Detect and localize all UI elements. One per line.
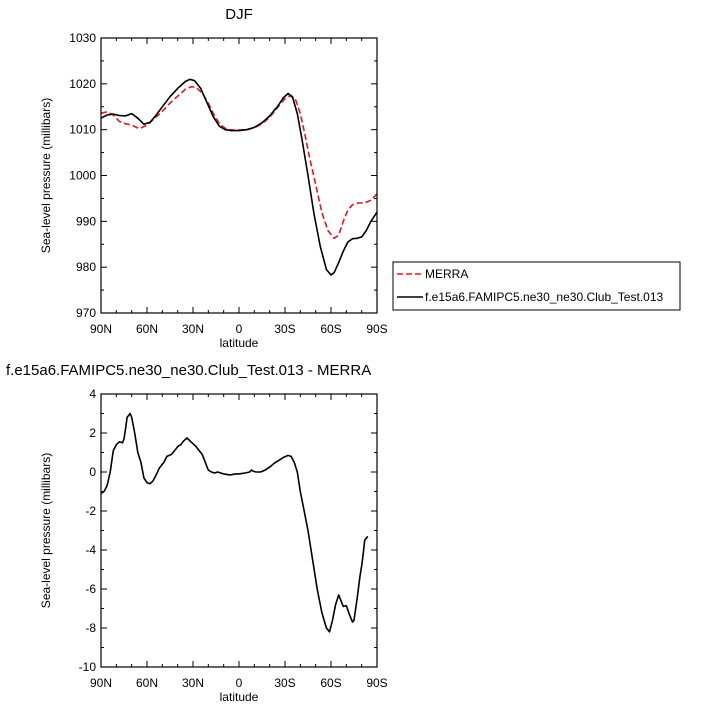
y-tick-label: 0	[89, 465, 96, 479]
y-tick-label: -2	[85, 504, 96, 518]
series-line-2	[101, 78, 377, 276]
chart-2: f.e15a6.FAMIPC5.ne30_ne30.Club_Test.013 …	[6, 362, 388, 704]
series-line-1	[101, 85, 377, 240]
y-axis-label: Sea-level pressure (millibars)	[39, 98, 53, 253]
legend-label: f.e15a6.FAMIPC5.ne30_ne30.Club_Test.013	[425, 290, 663, 304]
y-tick-label: 980	[76, 260, 96, 274]
x-tick-label: 30S	[274, 322, 295, 336]
y-axis-label: Sea-level pressure (millibars)	[39, 453, 53, 608]
x-tick-label: 60N	[136, 322, 158, 336]
x-tick-label: 60S	[320, 322, 341, 336]
x-tick-label: 90S	[366, 676, 387, 690]
y-tick-label: 1030	[69, 31, 96, 45]
plot-frame	[100, 37, 378, 314]
y-tick-label: 1000	[69, 169, 96, 183]
y-axis: -10 -8 -6 -4 -2 0 2 4	[79, 387, 377, 674]
x-tick-label: 90N	[90, 322, 112, 336]
y-tick-label: -8	[85, 621, 96, 635]
y-tick-label: 990	[76, 214, 96, 228]
x-tick-label: 60S	[320, 676, 341, 690]
x-tick-label: 90N	[90, 676, 112, 690]
x-axis: 90N 60N 30N 0 30S 60S 90S	[90, 38, 388, 336]
y-tick-label: 1020	[69, 77, 96, 91]
y-tick-label: 4	[89, 387, 96, 401]
y-tick-label: 2	[89, 426, 96, 440]
series-line-1	[101, 412, 369, 633]
y-axis: 970 980 990 1000 1010 1020 1030	[69, 31, 377, 320]
legend-box	[392, 261, 681, 311]
x-tick-label: 60N	[136, 676, 158, 690]
y-tick-label: -10	[79, 660, 97, 674]
x-tick-label: 30N	[182, 322, 204, 336]
x-tick-label: 30N	[182, 676, 204, 690]
y-tick-label: 1010	[69, 123, 96, 137]
chart-title: DJF	[225, 6, 253, 23]
y-tick-label: -6	[85, 582, 96, 596]
x-tick-label: 0	[236, 676, 243, 690]
legend-label: MERRA	[425, 267, 468, 281]
x-tick-label: 30S	[274, 676, 295, 690]
x-axis-label: latitude	[220, 336, 259, 350]
x-tick-label: 0	[236, 322, 243, 336]
x-axis-label: latitude	[220, 690, 259, 704]
x-tick-label: 90S	[366, 322, 387, 336]
series-group	[101, 412, 369, 633]
chart-1: DJF 90N 60N 30N 0 30S 60S 90S latitude 970 980 990 1…	[39, 6, 681, 350]
y-tick-label: 970	[76, 306, 96, 320]
series-group	[101, 78, 377, 276]
y-tick-label: -4	[85, 543, 96, 557]
plot-frame	[100, 393, 378, 668]
legend: MERRA f.e15a6.FAMIPC5.ne30_ne30.Club_Test…	[392, 261, 681, 311]
x-axis: 90N 60N 30N 0 30S 60S 90S	[90, 394, 388, 690]
chart-title: f.e15a6.FAMIPC5.ne30_ne30.Club_Test.013 …	[6, 362, 371, 379]
